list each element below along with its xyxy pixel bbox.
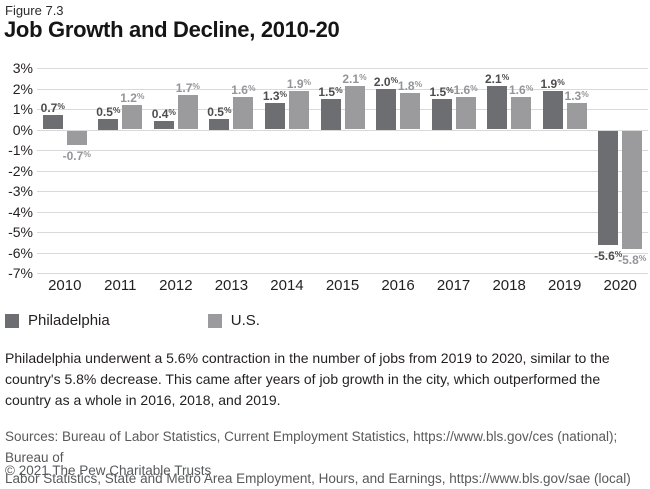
bar-us-2018 <box>511 96 532 130</box>
bar-us-2011 <box>122 104 143 130</box>
x-axis-tick-label: 2018 <box>492 277 526 294</box>
bar-philadelphia-2017 <box>431 98 452 130</box>
x-axis-tick-label: 2015 <box>325 277 360 294</box>
y-gridline-2 <box>37 88 648 90</box>
y-gridline--6 <box>37 252 648 254</box>
y-gridline--5 <box>37 232 648 233</box>
y-gridline-1 <box>37 109 648 110</box>
value-label-us-2019: 1.3% <box>564 88 589 103</box>
x-axis-tick-label: 2019 <box>547 277 582 294</box>
bar-us-2020 <box>622 130 643 250</box>
value-label-us-2013: 1.6% <box>231 82 256 97</box>
x-axis-tick-label: 2016 <box>381 277 415 294</box>
y-gridline-3 <box>37 68 648 69</box>
value-label-us-2017: 1.6% <box>453 82 478 97</box>
y-axis-tick-label: -7% <box>8 265 33 281</box>
y-axis-tick-label: -3% <box>8 183 33 199</box>
value-label-philadelphia-2016: 2.0% <box>373 74 399 89</box>
y-axis-tick-label: 3% <box>12 60 33 76</box>
bar-philadelphia-2016 <box>376 88 397 130</box>
y-gridline--1 <box>37 150 648 151</box>
us-swatch-icon <box>207 313 222 328</box>
y-axis-tick-label: 2% <box>12 80 33 97</box>
value-label-us-2010: -0.7% <box>62 148 91 163</box>
bar-us-2014 <box>288 90 309 130</box>
value-label-philadelphia-2011: 0.5% <box>96 105 121 120</box>
bar-us-2013 <box>233 96 254 130</box>
value-label-philadelphia-2018: 2.1% <box>485 72 510 87</box>
bar-philadelphia-2020 <box>598 130 619 246</box>
bar-philadelphia-2011 <box>98 119 119 130</box>
y-gridline--4 <box>37 211 648 213</box>
bar-philadelphia-2014 <box>264 102 285 130</box>
legend-label-philadelphia: Philadelphia <box>28 312 110 329</box>
bar-philadelphia-2013 <box>209 119 230 130</box>
value-label-us-2012: 1.7% <box>175 80 200 95</box>
y-axis-tick-label: -5% <box>8 224 33 240</box>
bar-us-2012 <box>177 94 198 130</box>
philadelphia-swatch-icon <box>5 313 19 328</box>
y-gridline-0 <box>37 129 648 131</box>
y-gridline--7 <box>37 273 648 274</box>
y-axis-tick-label: -2% <box>8 162 33 179</box>
x-axis-tick-label: 2014 <box>270 277 304 294</box>
value-label-philadelphia-2020: -5.6% <box>594 249 623 264</box>
bar-philadelphia-2015 <box>320 98 341 130</box>
y-axis-tick-label: -1% <box>8 142 33 158</box>
y-axis-tick-label: -4% <box>8 203 33 220</box>
bar-chart: 3% 2% 1% 0% -1% -2% -3% -4% -5% -6% -7% 2010 0.7% -0.… <box>0 58 650 306</box>
bar-philadelphia-2012 <box>153 121 174 130</box>
sources-note: Sources: Bureau of Labor Statistics, Cur… <box>5 429 631 486</box>
value-label-philadelphia-2017: 1.5% <box>429 84 454 99</box>
bar-philadelphia-2019 <box>542 90 563 130</box>
chart-legend: Philadelphia U.S. <box>5 312 260 329</box>
copyright-note: © 2021 The Pew Charitable Trusts <box>5 463 212 478</box>
value-label-philadelphia-2012: 0.4% <box>151 107 176 122</box>
value-label-philadelphia-2015: 1.5% <box>318 84 343 99</box>
value-label-philadelphia-2010: 0.7% <box>40 101 65 116</box>
legend-item-us: U.S. <box>207 312 260 329</box>
value-label-us-2020: -5.8% <box>618 253 647 268</box>
bar-us-2019 <box>566 102 587 130</box>
chart-caption: Philadelphia underwent a 5.6% contractio… <box>5 350 610 408</box>
value-label-philadelphia-2013: 0.5% <box>207 105 232 120</box>
chart-title: Job Growth and Decline, 2010-20 <box>4 17 340 42</box>
y-axis-tick-label: -6% <box>8 244 33 261</box>
figure-label: Figure 7.3 <box>5 3 64 18</box>
x-axis-tick-label: 2017 <box>436 277 471 294</box>
value-label-us-2018: 1.6% <box>509 82 534 97</box>
legend-item-philadelphia: Philadelphia <box>5 312 110 329</box>
value-label-us-2014: 1.9% <box>286 76 312 91</box>
x-axis-tick-label: 2013 <box>214 277 249 294</box>
bar-us-2015 <box>344 86 365 130</box>
bar-us-2016 <box>400 92 421 130</box>
x-axis-tick-label: 2011 <box>104 277 137 294</box>
y-axis-tick-label: 1% <box>12 101 33 117</box>
bar-philadelphia-2018 <box>487 86 508 130</box>
value-label-philadelphia-2019: 1.9% <box>540 76 565 91</box>
value-label-philadelphia-2014: 1.3% <box>262 88 288 103</box>
bar-us-2010 <box>66 130 87 145</box>
bar-us-2017 <box>455 96 476 130</box>
value-label-us-2015: 2.1% <box>342 72 367 87</box>
legend-label-us: U.S. <box>230 312 260 329</box>
x-axis-tick-label: 2020 <box>603 277 637 294</box>
value-label-us-2016: 1.8% <box>397 78 423 93</box>
value-label-us-2011: 1.2% <box>120 90 145 105</box>
y-gridline--2 <box>37 170 648 172</box>
bar-philadelphia-2010 <box>42 115 63 130</box>
x-axis-tick-label: 2010 <box>48 277 82 294</box>
y-axis-tick-label: 0% <box>12 121 33 138</box>
x-axis-tick-label: 2012 <box>159 277 193 294</box>
y-gridline--3 <box>37 191 648 192</box>
